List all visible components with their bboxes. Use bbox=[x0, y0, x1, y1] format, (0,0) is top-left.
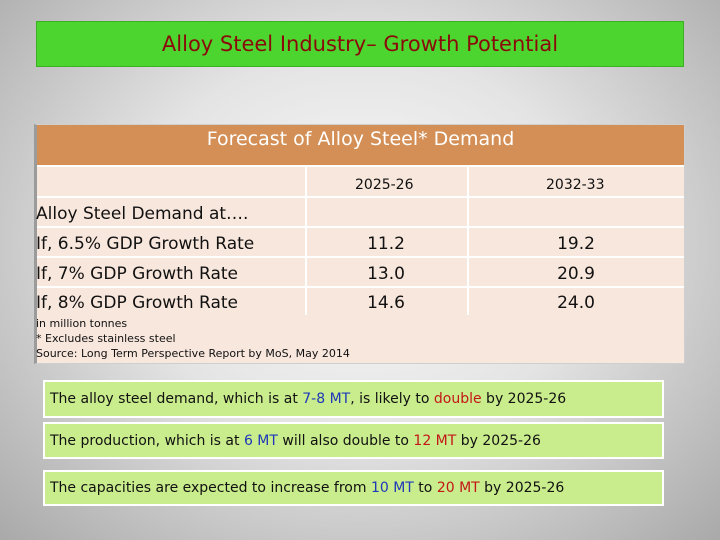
row-label: If, 6.5% GDP Growth Rate bbox=[36, 234, 255, 254]
row-header-demand: Alloy Steel Demand at…. bbox=[36, 204, 249, 224]
row-label: If, 8% GDP Growth Rate bbox=[36, 293, 239, 313]
table-heading: Forecast of Alloy Steel* Demand bbox=[37, 125, 684, 167]
value-2025-26: 11.2 bbox=[367, 234, 405, 254]
unit-note: in million tonnes bbox=[36, 317, 128, 330]
column-header-2025-26: 2025-26 bbox=[355, 177, 414, 193]
column-divider bbox=[305, 167, 307, 315]
callout-capacity: The capacities are expected to increase … bbox=[43, 470, 664, 506]
highlight-value: 10 MT bbox=[370, 480, 414, 496]
row-divider bbox=[37, 196, 684, 198]
callout-production: The production, which is at 6 MT will al… bbox=[43, 422, 664, 459]
highlight-value: 7-8 MT bbox=[302, 391, 351, 407]
source-note: Source: Long Term Perspective Report by … bbox=[36, 347, 350, 360]
highlight-value: 20 MT bbox=[436, 480, 480, 496]
row-divider bbox=[37, 226, 684, 228]
callout-demand: The alloy steel demand, which is at 7-8 … bbox=[43, 380, 664, 418]
slide-title-bar: Alloy Steel Industry– Growth Potential bbox=[36, 21, 684, 67]
row-label: If, 7% GDP Growth Rate bbox=[36, 264, 239, 284]
value-2032-33: 24.0 bbox=[557, 293, 595, 313]
value-2025-26: 14.6 bbox=[367, 293, 405, 313]
highlight-value: 12 MT bbox=[413, 432, 457, 449]
forecast-table: Forecast of Alloy Steel* Demand bbox=[34, 124, 685, 364]
row-divider bbox=[37, 286, 684, 288]
column-header-2032-33: 2032-33 bbox=[546, 177, 605, 193]
column-divider bbox=[467, 167, 469, 315]
callout-text: The alloy steel demand, which is at 7-8 … bbox=[50, 391, 567, 407]
value-2032-33: 19.2 bbox=[557, 234, 595, 254]
callout-text: The capacities are expected to increase … bbox=[50, 480, 565, 496]
callout-text: The production, which is at 6 MT will al… bbox=[50, 432, 541, 449]
highlight-value: 6 MT bbox=[243, 432, 278, 449]
slide-title: Alloy Steel Industry– Growth Potential bbox=[161, 32, 559, 56]
value-2032-33: 20.9 bbox=[557, 264, 595, 284]
exclusion-note: * Excludes stainless steel bbox=[36, 332, 176, 345]
value-2025-26: 13.0 bbox=[367, 264, 405, 284]
highlight-value: double bbox=[433, 391, 482, 407]
row-divider bbox=[37, 256, 684, 258]
